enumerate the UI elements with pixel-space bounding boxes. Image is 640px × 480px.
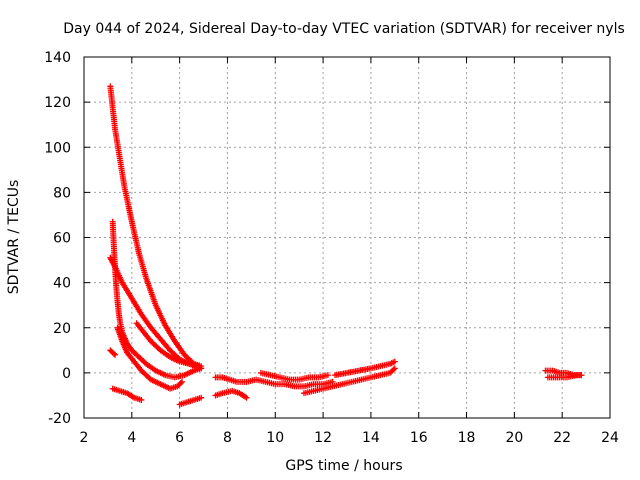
y-tick-label: 20 bbox=[53, 321, 71, 337]
data-point bbox=[138, 396, 145, 403]
data-point bbox=[195, 363, 202, 370]
series-arc-12 bbox=[300, 365, 398, 397]
series-arc-9 bbox=[212, 374, 336, 390]
data-point bbox=[110, 350, 117, 357]
axis-ticks bbox=[83, 56, 611, 419]
data-marks bbox=[107, 83, 585, 408]
x-axis-title: GPS time / hours bbox=[285, 458, 402, 474]
chart-title: Day 044 of 2024, Sidereal Day-to-day VTE… bbox=[63, 21, 625, 37]
y-tick-label: 60 bbox=[53, 231, 71, 247]
series-arc-4 bbox=[114, 324, 186, 392]
y-tick-label: 100 bbox=[44, 140, 71, 156]
series-arc-5 bbox=[133, 320, 202, 370]
y-tick-label: -20 bbox=[48, 411, 71, 427]
series-arc-6 bbox=[107, 347, 119, 358]
data-point bbox=[112, 351, 119, 358]
series-arc-8 bbox=[176, 394, 205, 408]
x-tick-labels: 2 4 6 8 10 12 14 16 18 20 22 24 bbox=[80, 430, 619, 446]
series-arc-2 bbox=[107, 254, 205, 372]
x-tick-label: 18 bbox=[458, 430, 476, 446]
data-point bbox=[243, 394, 250, 401]
y-tick-label: 80 bbox=[53, 185, 71, 201]
x-tick-label: 14 bbox=[362, 430, 380, 446]
x-tick-label: 4 bbox=[127, 430, 136, 446]
x-tick-label: 16 bbox=[410, 430, 428, 446]
series-arc-1 bbox=[107, 83, 205, 370]
data-point bbox=[198, 394, 205, 401]
plot-frame bbox=[83, 56, 611, 419]
data-point bbox=[390, 366, 397, 373]
x-tick-label: 22 bbox=[553, 430, 571, 446]
series-arc-14 bbox=[542, 367, 585, 379]
series-arc-10 bbox=[212, 387, 250, 401]
x-tick-label: 10 bbox=[266, 430, 284, 446]
data-point bbox=[391, 358, 398, 365]
y-tick-labels: -20 0 20 40 60 80 100 120 140 bbox=[44, 50, 71, 427]
data-point bbox=[179, 378, 186, 385]
data-point bbox=[324, 372, 331, 379]
series-arc-3 bbox=[109, 218, 205, 381]
series-arc-13 bbox=[332, 358, 398, 379]
x-tick-label: 2 bbox=[80, 430, 89, 446]
x-tick-label: 12 bbox=[314, 430, 332, 446]
y-tick-label: 120 bbox=[44, 95, 71, 111]
series-arc-15 bbox=[544, 372, 585, 381]
y-tick-label: 140 bbox=[44, 50, 71, 66]
data-point bbox=[177, 380, 184, 387]
y-tick-label: 0 bbox=[62, 366, 71, 382]
x-tick-label: 24 bbox=[601, 430, 619, 446]
x-tick-label: 8 bbox=[223, 430, 232, 446]
y-axis-title: SDTVAR / TECUs bbox=[6, 180, 22, 295]
grid-lines bbox=[84, 57, 610, 418]
series-arc-7 bbox=[109, 385, 145, 403]
x-tick-label: 6 bbox=[175, 430, 184, 446]
data-point bbox=[391, 365, 398, 372]
series-arc-11 bbox=[257, 369, 331, 383]
data-point bbox=[578, 372, 585, 379]
y-tick-label: 40 bbox=[53, 276, 71, 292]
x-tick-label: 20 bbox=[505, 430, 523, 446]
